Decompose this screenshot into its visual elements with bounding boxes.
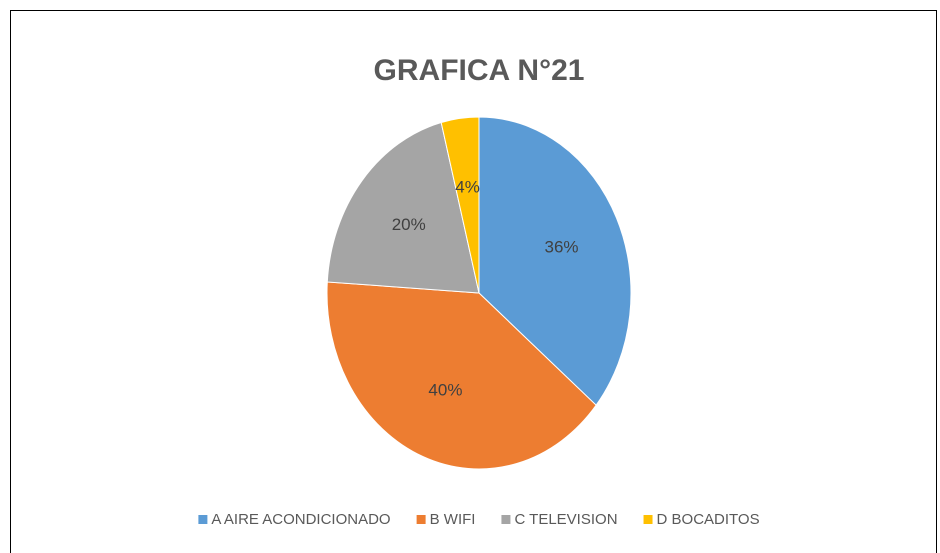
legend-label: D BOCADITOS bbox=[657, 511, 760, 528]
data-label: 4% bbox=[455, 178, 480, 197]
chart-title: GRAFICA N°21 bbox=[374, 54, 585, 87]
legend-label: B WIFI bbox=[430, 511, 476, 528]
pie-slice bbox=[440, 116, 480, 294]
data-label: 36% bbox=[545, 238, 579, 257]
data-label: 20% bbox=[392, 215, 426, 234]
pie-slice bbox=[326, 281, 597, 470]
pie-slice bbox=[478, 116, 632, 406]
data-label: 40% bbox=[428, 381, 462, 400]
legend-swatch bbox=[501, 515, 511, 524]
legend-label: C TELEVISION bbox=[514, 511, 617, 528]
legend-swatch bbox=[643, 515, 653, 524]
legend-swatch bbox=[198, 515, 208, 524]
pie-slice bbox=[326, 121, 480, 294]
legend-swatch bbox=[416, 515, 426, 524]
legend-label: A AIRE ACONDICIONADO bbox=[211, 511, 390, 528]
